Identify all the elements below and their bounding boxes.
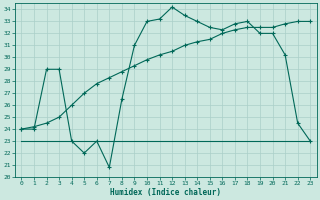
X-axis label: Humidex (Indice chaleur): Humidex (Indice chaleur): [110, 188, 221, 197]
